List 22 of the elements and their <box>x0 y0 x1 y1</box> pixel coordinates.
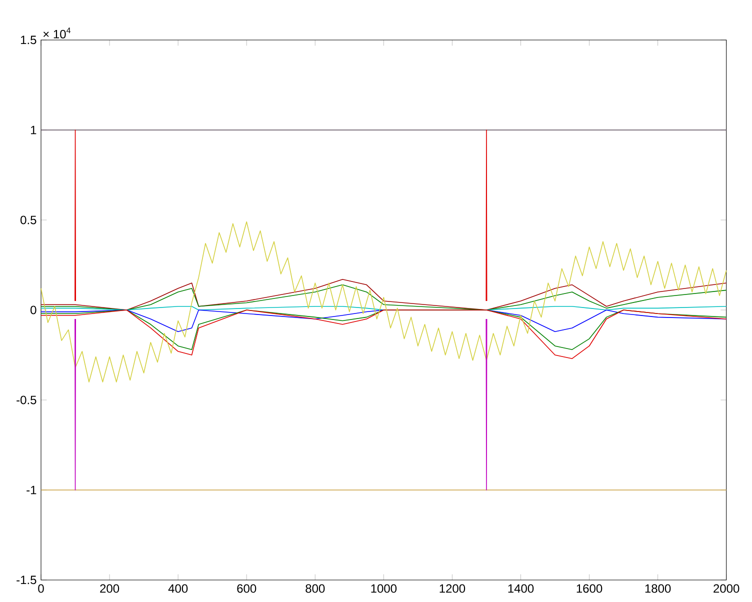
x-tick-label: 1400 <box>508 584 534 593</box>
x-tick-label: 1000 <box>371 584 397 593</box>
y-tick-label: 0 <box>30 306 36 314</box>
x-tick-label: 1600 <box>576 584 602 593</box>
line-series <box>40 310 727 359</box>
y-tick-label: -0.5 <box>16 396 36 404</box>
text: × 10$^{4}$ <box>43 28 71 38</box>
x-tick-label: 200 <box>100 584 120 593</box>
line-series <box>40 221 727 382</box>
x-tick-label: 800 <box>306 584 325 593</box>
x-tick-label: 600 <box>237 584 256 593</box>
x-tick-label: 0 <box>38 584 44 593</box>
x-tick-label: 1800 <box>645 584 671 593</box>
y-tick-label: -1.5 <box>16 576 36 584</box>
line-series <box>40 278 727 310</box>
x-tick-label: 400 <box>168 584 188 593</box>
x-tick-label: 1200 <box>440 584 466 593</box>
y-tick-label: 1.5 <box>20 36 36 44</box>
y-tick-label: 1 <box>30 126 36 134</box>
x-tick-label: 2000 <box>714 584 740 593</box>
y-tick-label: 0.5 <box>20 216 36 224</box>
y-tick-label: -1 <box>26 486 36 494</box>
